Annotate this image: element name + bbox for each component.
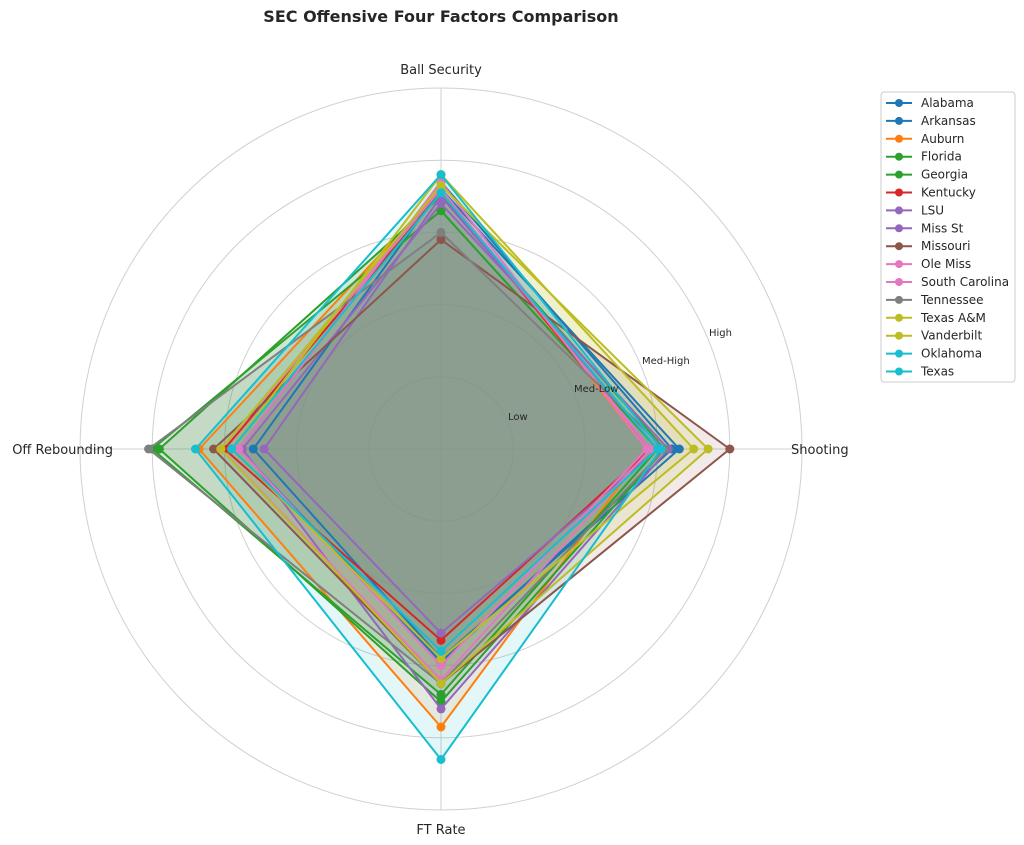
series-point-missouri-4 bbox=[209, 444, 219, 454]
series-point-tennessee-1 bbox=[436, 227, 446, 237]
legend-label-tennessee: Tennessee bbox=[920, 293, 984, 307]
legend-marker-arkansas bbox=[895, 116, 903, 125]
series-point-ole-miss-4 bbox=[234, 444, 244, 454]
series-point-ole-miss-3 bbox=[436, 661, 446, 671]
legend-marker-auburn bbox=[895, 134, 903, 143]
series-area-arkansas bbox=[238, 181, 673, 662]
axis-label-off-rebounding: Off Rebounding bbox=[12, 443, 113, 458]
legend-label-missouri: Missouri bbox=[921, 239, 970, 253]
series-point-texas-a-m-3 bbox=[436, 653, 446, 663]
legend-label-south-carolina: South Carolina bbox=[921, 275, 1009, 289]
series-lines bbox=[144, 170, 735, 764]
legend-marker-miss-st bbox=[895, 224, 903, 233]
series-point-missouri-1 bbox=[436, 235, 446, 245]
series-point-texas-1 bbox=[436, 170, 446, 180]
legend-label-lsu: LSU bbox=[921, 203, 944, 217]
series-area-miss-st bbox=[264, 196, 658, 634]
legend-frame bbox=[880, 91, 1016, 383]
legend-label-alabama: Alabama bbox=[921, 96, 974, 110]
series-point-miss-st-3 bbox=[436, 628, 446, 638]
series-area-georgia bbox=[159, 196, 665, 702]
legend-label-arkansas: Arkansas bbox=[921, 114, 976, 128]
legend-label-kentucky: Kentucky bbox=[921, 186, 976, 200]
series-area-florida bbox=[152, 210, 658, 695]
ring-label-med-high: Med-High bbox=[642, 356, 690, 367]
series-area-oklahoma bbox=[231, 192, 658, 652]
series-point-miss-st-4 bbox=[259, 444, 269, 454]
series-point-alabama-4 bbox=[248, 444, 258, 454]
ring-label-high: High bbox=[709, 328, 732, 339]
series-point-texas-2 bbox=[656, 444, 666, 454]
legend-label-oklahoma: Oklahoma bbox=[921, 347, 982, 361]
chart-title: SEC Offensive Four Factors Comparison bbox=[263, 7, 618, 26]
series-point-vanderbilt-2 bbox=[703, 444, 713, 454]
series-point-vanderbilt-1 bbox=[436, 181, 446, 190]
series-area-tennessee bbox=[148, 232, 665, 684]
legend-marker-alabama bbox=[895, 99, 903, 107]
series-point-florida-1 bbox=[436, 206, 446, 216]
series-point-missouri-2 bbox=[725, 444, 735, 454]
legend-marker-south-carolina bbox=[895, 278, 903, 286]
legend-marker-vanderbilt bbox=[895, 331, 903, 340]
ring-label-low: Low bbox=[508, 412, 528, 423]
legend-marker-oklahoma bbox=[895, 349, 903, 358]
legend-marker-kentucky bbox=[895, 188, 903, 197]
series-point-kentucky-3 bbox=[436, 635, 446, 645]
series-area-missouri bbox=[213, 239, 730, 684]
legend-label-ole-miss: Ole Miss bbox=[921, 257, 971, 271]
series-point-tennessee-4 bbox=[144, 444, 154, 454]
legend-marker-tennessee bbox=[895, 295, 903, 304]
series-point-alabama-2 bbox=[674, 444, 684, 454]
legend-label-texas-a-m: Texas A&M bbox=[920, 311, 986, 325]
series-point-georgia-3 bbox=[436, 697, 446, 707]
legend-label-georgia: Georgia bbox=[921, 168, 968, 182]
axis-label-shooting: Shooting bbox=[791, 443, 849, 458]
legend-marker-texas-a-m bbox=[895, 313, 903, 322]
series-point-texas-3 bbox=[436, 755, 446, 764]
series-point-vanderbilt-3 bbox=[436, 679, 446, 689]
series-point-oklahoma-3 bbox=[436, 646, 446, 656]
legend-marker-lsu bbox=[895, 206, 903, 215]
legend-marker-florida bbox=[895, 152, 903, 161]
axis-label-ft-rate: FT Rate bbox=[416, 823, 465, 838]
series-point-vanderbilt-4 bbox=[216, 444, 226, 454]
axis-labels: Ball Security Shooting FT Rate Off Rebou… bbox=[12, 63, 848, 838]
legend-marker-georgia bbox=[895, 170, 903, 179]
ring-label-med-low: Med-Low bbox=[574, 384, 618, 395]
legend-marker-ole-miss bbox=[895, 260, 903, 269]
ring-labels: Low Med-Low Med-High High bbox=[508, 328, 732, 423]
legend-marker-missouri bbox=[895, 242, 903, 251]
legend-marker-texas bbox=[895, 367, 903, 376]
legend-label-florida: Florida bbox=[921, 150, 962, 164]
axis-label-ball-security: Ball Security bbox=[400, 63, 482, 78]
series-point-texas-4 bbox=[191, 444, 200, 454]
legend-label-auburn: Auburn bbox=[921, 132, 964, 146]
legend-label-texas: Texas bbox=[920, 365, 954, 379]
series-point-georgia-4 bbox=[154, 444, 164, 454]
legend: Alabama Arkansas Auburn Florida Georgia Kentu… bbox=[880, 91, 1016, 383]
series-area-kentucky bbox=[224, 192, 651, 641]
legend-label-vanderbilt: Vanderbilt bbox=[921, 329, 982, 343]
series-point-lsu-3 bbox=[436, 704, 446, 714]
series-point-florida-3 bbox=[436, 690, 446, 699]
series-point-south-carolina-2 bbox=[645, 444, 655, 454]
series-point-auburn-3 bbox=[436, 722, 446, 732]
series-point-texas-a-m-2 bbox=[689, 444, 699, 454]
series-point-oklahoma-1 bbox=[436, 188, 446, 198]
series-point-oklahoma-4 bbox=[227, 444, 237, 454]
legend-label-miss-st: Miss St bbox=[921, 221, 964, 235]
